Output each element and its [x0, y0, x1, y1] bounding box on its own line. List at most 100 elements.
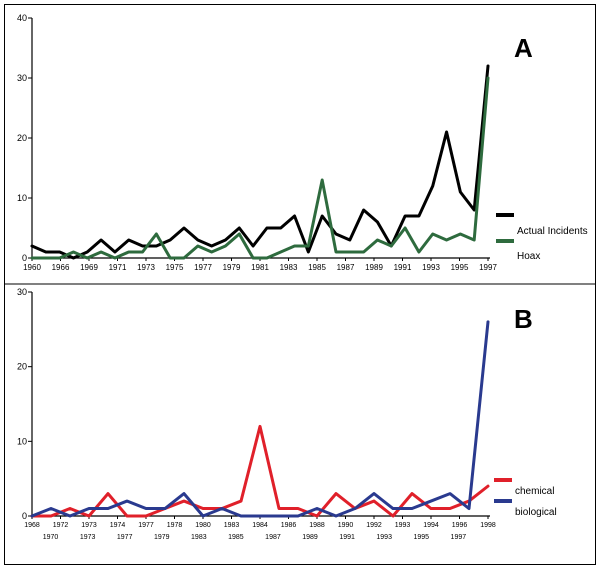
data-point-actual-incidents [100, 239, 102, 241]
data-point-actual-incidents [404, 215, 406, 217]
panel-a-y-ticks: 0 10 20 30 40 [17, 13, 32, 263]
data-point-actual-incidents [114, 251, 116, 253]
data-point-chemical [202, 507, 204, 510]
x-tick-label: 1997 [479, 263, 497, 272]
data-point-actual-incidents [473, 209, 475, 211]
data-point-chemical [259, 425, 261, 428]
x-tick-label: 1971 [109, 263, 127, 272]
data-point-chemical [126, 515, 128, 517]
data-point-hoax [169, 257, 171, 259]
data-point-chemical [50, 515, 52, 517]
x-tick-label-lower: 1995 [413, 534, 429, 541]
x-tick-label: 1992 [366, 522, 382, 529]
data-point-biological [240, 515, 242, 517]
data-point-biological [202, 515, 204, 517]
x-tick-label: 1989 [365, 263, 383, 272]
x-tick-label: 1972 [53, 522, 69, 529]
data-point-biological [126, 500, 128, 502]
data-point-biological [145, 507, 147, 510]
data-point-hoax [487, 77, 489, 79]
data-point-actual-incidents [459, 191, 462, 193]
data-point-biological [468, 507, 470, 510]
data-point-chemical [487, 485, 489, 487]
x-tick-label: 1978 [167, 522, 183, 529]
x-tick-label: 1973 [81, 522, 97, 529]
x-tick-label: 1983 [224, 522, 240, 529]
data-point-biological [392, 507, 394, 510]
data-point-chemical [183, 500, 185, 502]
x-tick-label: 1968 [24, 522, 40, 529]
data-point-hoax [252, 257, 254, 259]
panel-a-series [30, 64, 490, 260]
x-tick-label: 1993 [395, 522, 411, 529]
x-tick-label-lower: 1970 [43, 534, 59, 541]
legend-label-chemical: chemical [515, 486, 554, 497]
data-point-chemical [69, 507, 71, 510]
x-tick-label: 1981 [251, 263, 269, 272]
data-point-hoax [349, 251, 351, 253]
data-point-biological [316, 507, 318, 510]
data-point-actual-incidents [238, 227, 241, 229]
data-point-hoax [376, 239, 379, 241]
y-tick-label: 30 [17, 73, 27, 83]
y-tick-label: 40 [17, 13, 27, 23]
data-point-actual-incidents [169, 239, 171, 241]
y-tick-label: 30 [17, 287, 27, 297]
data-point-hoax [155, 233, 158, 235]
data-point-hoax [224, 245, 227, 247]
data-point-hoax [141, 251, 144, 253]
data-point-chemical [335, 492, 337, 495]
x-tick-label: 1977 [194, 263, 212, 272]
x-tick-label: 1994 [423, 522, 439, 529]
data-point-biological [88, 507, 90, 510]
data-point-actual-incidents [321, 215, 323, 217]
data-point-biological [183, 492, 185, 495]
x-tick-label: 1984 [252, 522, 268, 529]
x-tick-label: 1969 [80, 263, 98, 272]
data-point-actual-incidents [210, 245, 213, 247]
x-tick-label: 1977 [138, 522, 154, 529]
data-point-hoax [45, 257, 47, 259]
x-tick-label: 1974 [110, 522, 126, 529]
x-tick-label: 1975 [166, 263, 184, 272]
x-tick-label: 1993 [422, 263, 440, 272]
data-point-hoax [459, 233, 462, 235]
x-tick-label: 1973 [137, 263, 155, 272]
x-tick-label: 1987 [337, 263, 355, 272]
data-point-biological [278, 515, 280, 517]
data-point-biological [164, 507, 166, 510]
data-point-actual-incidents [86, 251, 89, 253]
data-point-actual-incidents [127, 239, 130, 241]
x-tick-label: 1995 [451, 263, 469, 272]
data-point-biological [297, 515, 299, 517]
data-point-hoax [293, 245, 296, 247]
data-point-chemical [278, 507, 280, 510]
data-point-hoax [445, 239, 448, 241]
panel-b-x-ticks: 1968 1972 1973 1974 1977 1978 1980 1983 1984 1986… [24, 516, 496, 541]
x-tick-label-lower: 1997 [451, 534, 467, 541]
data-point-hoax [238, 233, 241, 235]
data-point-biological [373, 492, 375, 495]
data-point-hoax [183, 257, 185, 259]
panel-a-label: A [514, 33, 533, 63]
data-point-hoax [114, 257, 116, 259]
data-point-chemical [392, 515, 394, 517]
y-tick-label: 20 [17, 133, 27, 143]
y-tick-label: 0 [22, 253, 27, 263]
data-point-biological [31, 515, 33, 517]
data-point-actual-incidents [58, 251, 61, 253]
y-tick-label: 10 [17, 193, 27, 203]
x-tick-label: 1986 [281, 522, 297, 529]
data-point-actual-incidents [45, 251, 47, 253]
data-point-actual-incidents [487, 65, 489, 67]
data-point-actual-incidents [279, 227, 282, 229]
data-point-chemical [107, 492, 109, 495]
data-point-actual-incidents [141, 245, 144, 247]
data-point-actual-incidents [349, 239, 351, 241]
y-tick-label: 20 [17, 362, 27, 372]
data-point-hoax [31, 257, 33, 259]
x-tick-label-lower: 1991 [339, 534, 355, 541]
panel-b-legend: chemical biological [494, 478, 557, 518]
data-point-biological [411, 507, 413, 510]
